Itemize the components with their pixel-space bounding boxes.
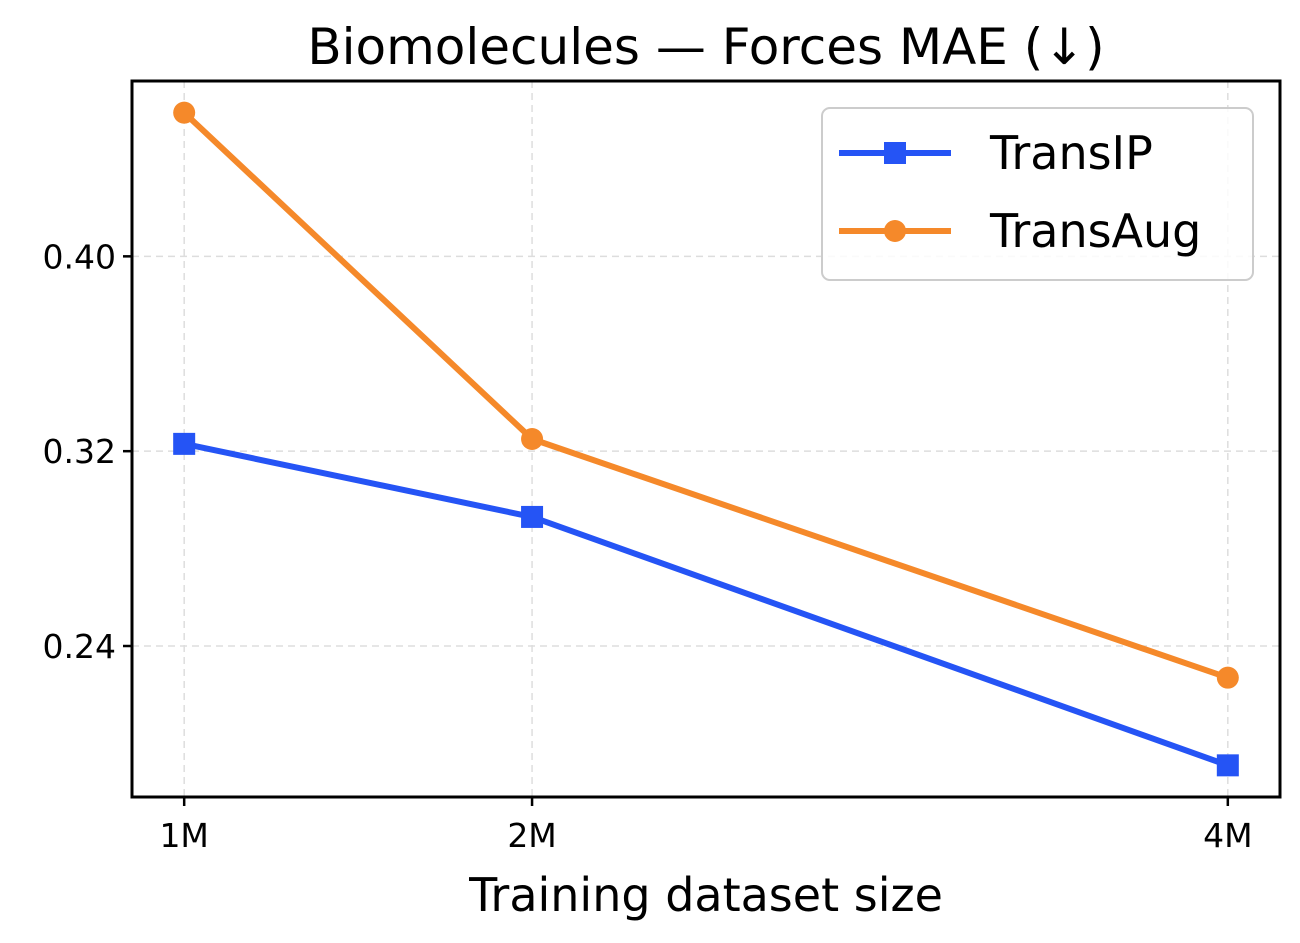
y-tick-label: 0.40 xyxy=(43,237,116,276)
legend-label-transaug: TransAug xyxy=(989,204,1201,258)
series-transip xyxy=(173,432,1239,777)
plot-frame xyxy=(130,79,1282,799)
series-line-transip xyxy=(181,440,1231,769)
x-tick-label: 1M xyxy=(159,816,208,855)
data-point-transaug xyxy=(1216,666,1239,689)
y-tick-label: 0.32 xyxy=(43,432,116,471)
x-tick-label: 2M xyxy=(507,816,556,855)
legend-label-transip: TransIP xyxy=(989,126,1153,180)
series-transaug xyxy=(173,101,1239,689)
data-point-transip xyxy=(521,505,544,528)
data-point-transip xyxy=(173,432,196,455)
x-axis-label: Training dataset size xyxy=(468,868,943,922)
data-point-transip xyxy=(1216,754,1239,777)
axis-ticks: 1M 2M 4M 0.24 0.32 0.40 xyxy=(43,237,1253,855)
data-point-transaug xyxy=(173,101,196,124)
y-tick-label: 0.24 xyxy=(43,627,116,666)
legend-marker-transip xyxy=(884,142,906,164)
legend-marker-transaug xyxy=(884,220,906,242)
chart-title: Biomolecules — Forces MAE (↓) xyxy=(307,18,1104,76)
series-layer xyxy=(173,101,1239,777)
x-tick-label: 4M xyxy=(1203,816,1252,855)
legend: TransIP TransAug xyxy=(821,107,1254,281)
data-point-transaug xyxy=(521,428,544,450)
